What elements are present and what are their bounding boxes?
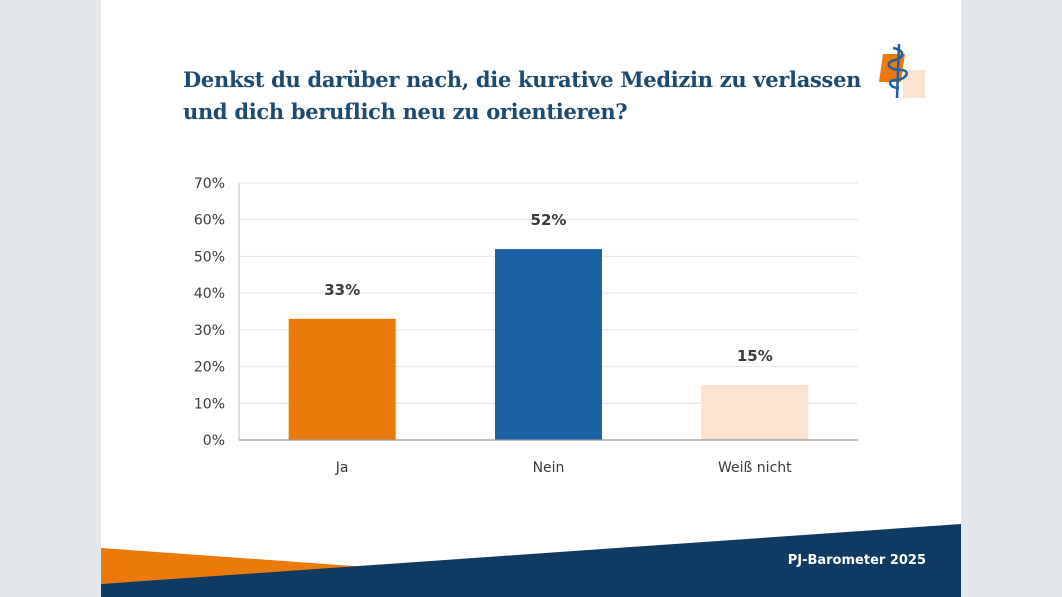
y-tick-label: 0% [203,433,225,449]
bar [701,384,809,440]
logo-light-square [903,70,925,98]
x-tick-label: Nein [533,460,565,476]
bar-value-label: 52% [531,211,567,229]
chart-title-line-2: und dich beruflich neu zu orientieren? [183,99,628,124]
y-tick-label: 40% [194,286,225,302]
logo-serpent [887,46,908,90]
x-tick-label: Weiß nicht [718,460,792,476]
y-tick-label: 70% [194,176,225,192]
bar [288,318,396,440]
footer-band [101,524,961,597]
y-tick-label: 60% [194,213,225,229]
chart-title-line-1: Denkst du darüber nach, die kurative Med… [183,67,862,92]
y-axis-ticks: 0% 10% 20% 30% 40% 50% 60% 70% [194,176,225,449]
y-tick-label: 10% [194,396,225,412]
bar-chart: 0% 10% 20% 30% 40% 50% 60% 70% 33% 52% 15% Ja Nein… [194,176,858,476]
y-tick-label: 30% [194,323,225,339]
chart-title: Denkst du darüber nach, die kurative Med… [183,64,863,128]
footer-label: PJ-Barometer 2025 [787,553,926,568]
footer-navy-band [101,524,961,597]
caduceus-icon [879,43,925,99]
value-labels: 33% 52% 15% [324,211,773,365]
bars [288,249,809,440]
slide: Denkst du darüber nach, die kurative Med… [101,0,961,597]
x-tick-label: Ja [335,460,349,476]
y-tick-label: 20% [194,360,225,376]
bar [495,249,602,440]
footer-orange-stripe [101,548,381,584]
y-tick-label: 50% [194,249,225,265]
bar-value-label: 15% [737,347,773,365]
x-axis-ticks: Ja Nein Weiß nicht [335,460,792,476]
bar-value-label: 33% [324,281,360,299]
axes [238,183,858,441]
